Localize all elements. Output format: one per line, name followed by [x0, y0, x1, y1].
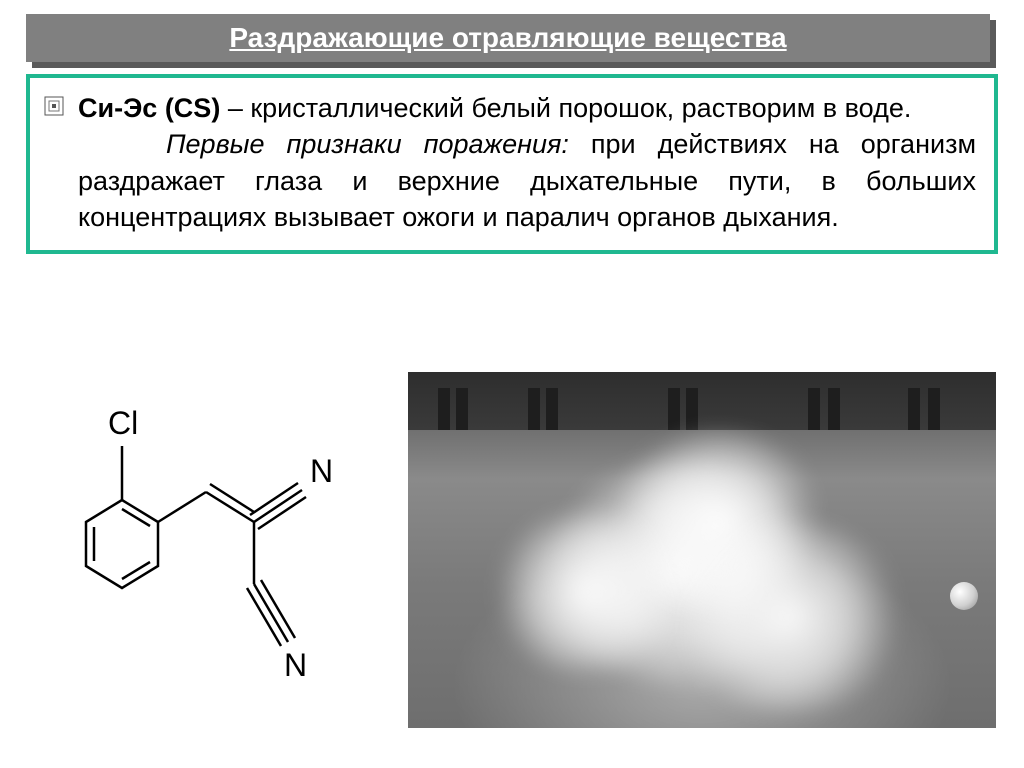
- smoke-cloud: [668, 522, 908, 712]
- bullet-icon: [44, 96, 64, 116]
- photo-smoke: [408, 372, 996, 728]
- symptoms-label: Первые признаки поражения:: [166, 129, 569, 159]
- title-bar: Раздражающие отравляющие вещества: [26, 14, 990, 62]
- desc-1: – кристаллический белый порошок, раствор…: [220, 93, 911, 123]
- photo-ball: [950, 582, 978, 610]
- info-box: Си-Эс (CS) – кристаллический белый порош…: [26, 74, 998, 254]
- substance-name: Си-Эс (CS): [78, 93, 220, 123]
- photo-crowd: [408, 372, 996, 430]
- atom-cl: Cl: [108, 405, 138, 441]
- smoke-cloud: [488, 512, 688, 672]
- chemical-formula: Cl N N: [26, 372, 386, 712]
- info-paragraph: Си-Эс (CS) – кристаллический белый порош…: [78, 90, 976, 236]
- atom-n1: N: [310, 453, 333, 489]
- page-title: Раздражающие отравляющие вещества: [229, 22, 786, 54]
- atom-n2: N: [284, 647, 307, 683]
